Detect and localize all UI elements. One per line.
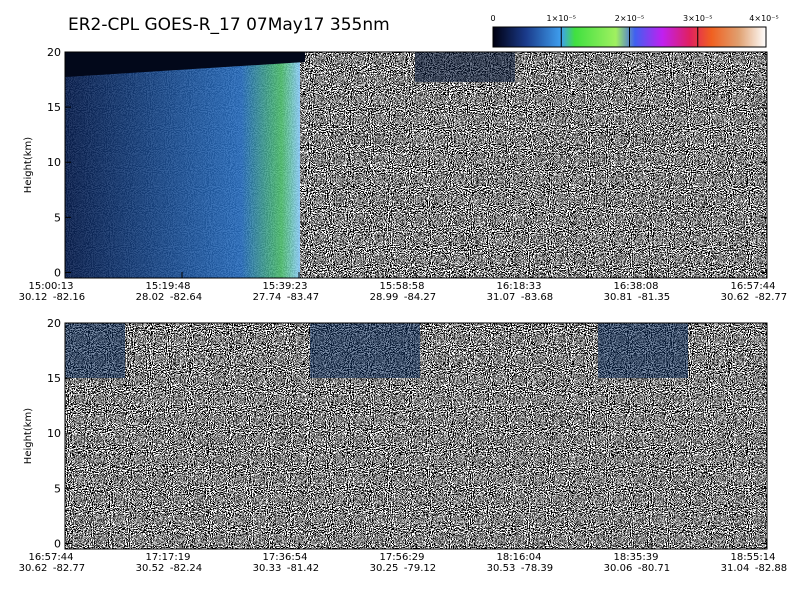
- x-tick-time: 15:58:58: [380, 281, 425, 292]
- y-axis-label: Height(km): [23, 137, 34, 193]
- colorbar-tick-label: 3×10⁻⁵: [683, 14, 712, 23]
- x-tick-lon: -82.88: [755, 563, 787, 574]
- x-tick-lat: 30.52: [136, 563, 165, 574]
- y-tick-label: 0: [54, 266, 61, 279]
- x-tick-time: 15:19:48: [146, 281, 191, 292]
- x-tick-lon: -84.27: [404, 292, 436, 303]
- y-tick-label: 5: [54, 482, 61, 495]
- cloud-column: [310, 323, 420, 378]
- x-tick-lat: 30.25: [370, 563, 399, 574]
- x-tick-time: 16:57:44: [731, 281, 776, 292]
- x-tick-time: 18:55:14: [731, 552, 776, 563]
- x-tick-lat: 30.62: [721, 292, 750, 303]
- y-tick-label: 15: [47, 101, 61, 114]
- x-tick-lon: -83.68: [521, 292, 553, 303]
- x-tick-time: 15:00:13: [29, 281, 74, 292]
- x-tick-time: 16:18:33: [497, 281, 542, 292]
- y-tick-label: 20: [47, 317, 61, 330]
- colorbar-tick-label: 2×10⁻⁵: [615, 14, 644, 23]
- y-tick-label: 10: [47, 427, 61, 440]
- y-tick-label: 15: [47, 372, 61, 385]
- x-tick-time: 16:57:44: [29, 552, 74, 563]
- aerosol-region: [65, 60, 300, 278]
- x-tick-time: 17:36:54: [263, 552, 308, 563]
- x-tick-lon: -82.24: [170, 563, 202, 574]
- x-tick-lat: 27.74: [253, 292, 282, 303]
- x-tick-time: 18:16:04: [497, 552, 542, 563]
- title: ER2-CPL GOES-R_17 07May17 355nm: [68, 15, 390, 35]
- x-tick-time: 17:17:19: [146, 552, 191, 563]
- x-tick-lat: 30.81: [604, 292, 633, 303]
- x-tick-time: 17:56:29: [380, 552, 425, 563]
- colorbar-tick-label: 0: [490, 14, 495, 23]
- y-tick-label: 20: [47, 46, 61, 59]
- x-tick-lat: 30.06: [604, 563, 633, 574]
- x-tick-lon: -82.77: [755, 292, 787, 303]
- x-tick-lon: -82.64: [170, 292, 202, 303]
- y-tick-label: 5: [54, 211, 61, 224]
- x-tick-lat: 30.53: [487, 563, 516, 574]
- cloud-column: [598, 323, 688, 378]
- x-tick-lon: -81.42: [287, 563, 319, 574]
- upper-dark: [65, 52, 305, 77]
- x-tick-lon: -81.35: [638, 292, 670, 303]
- y-tick-label: 10: [47, 156, 61, 169]
- dark-column: [415, 52, 515, 82]
- x-tick-lat: 30.62: [19, 563, 48, 574]
- x-tick-lon: -79.12: [404, 563, 436, 574]
- x-tick-lat: 30.33: [253, 563, 282, 574]
- y-axis-label: Height(km): [23, 408, 34, 464]
- x-tick-lon: -82.77: [53, 563, 85, 574]
- x-tick-lon: -80.71: [638, 563, 670, 574]
- x-tick-lat: 31.07: [487, 292, 516, 303]
- x-tick-time: 16:38:08: [614, 281, 659, 292]
- y-tick-label: 0: [54, 537, 61, 550]
- x-tick-lon: -78.39: [521, 563, 553, 574]
- cloud-column: [65, 323, 125, 378]
- x-tick-lon: -83.47: [287, 292, 319, 303]
- x-tick-lat: 30.12: [19, 292, 48, 303]
- x-tick-time: 15:39:23: [263, 281, 308, 292]
- x-tick-lat: 28.99: [370, 292, 399, 303]
- x-tick-time: 18:35:39: [614, 552, 659, 563]
- colorbar-tick-label: 4×10⁻⁵: [749, 14, 778, 23]
- x-tick-lon: -82.16: [53, 292, 85, 303]
- x-tick-lat: 28.02: [136, 292, 165, 303]
- colorbar-tick-label: 1×10⁻⁵: [547, 14, 576, 23]
- x-tick-lat: 31.04: [721, 563, 750, 574]
